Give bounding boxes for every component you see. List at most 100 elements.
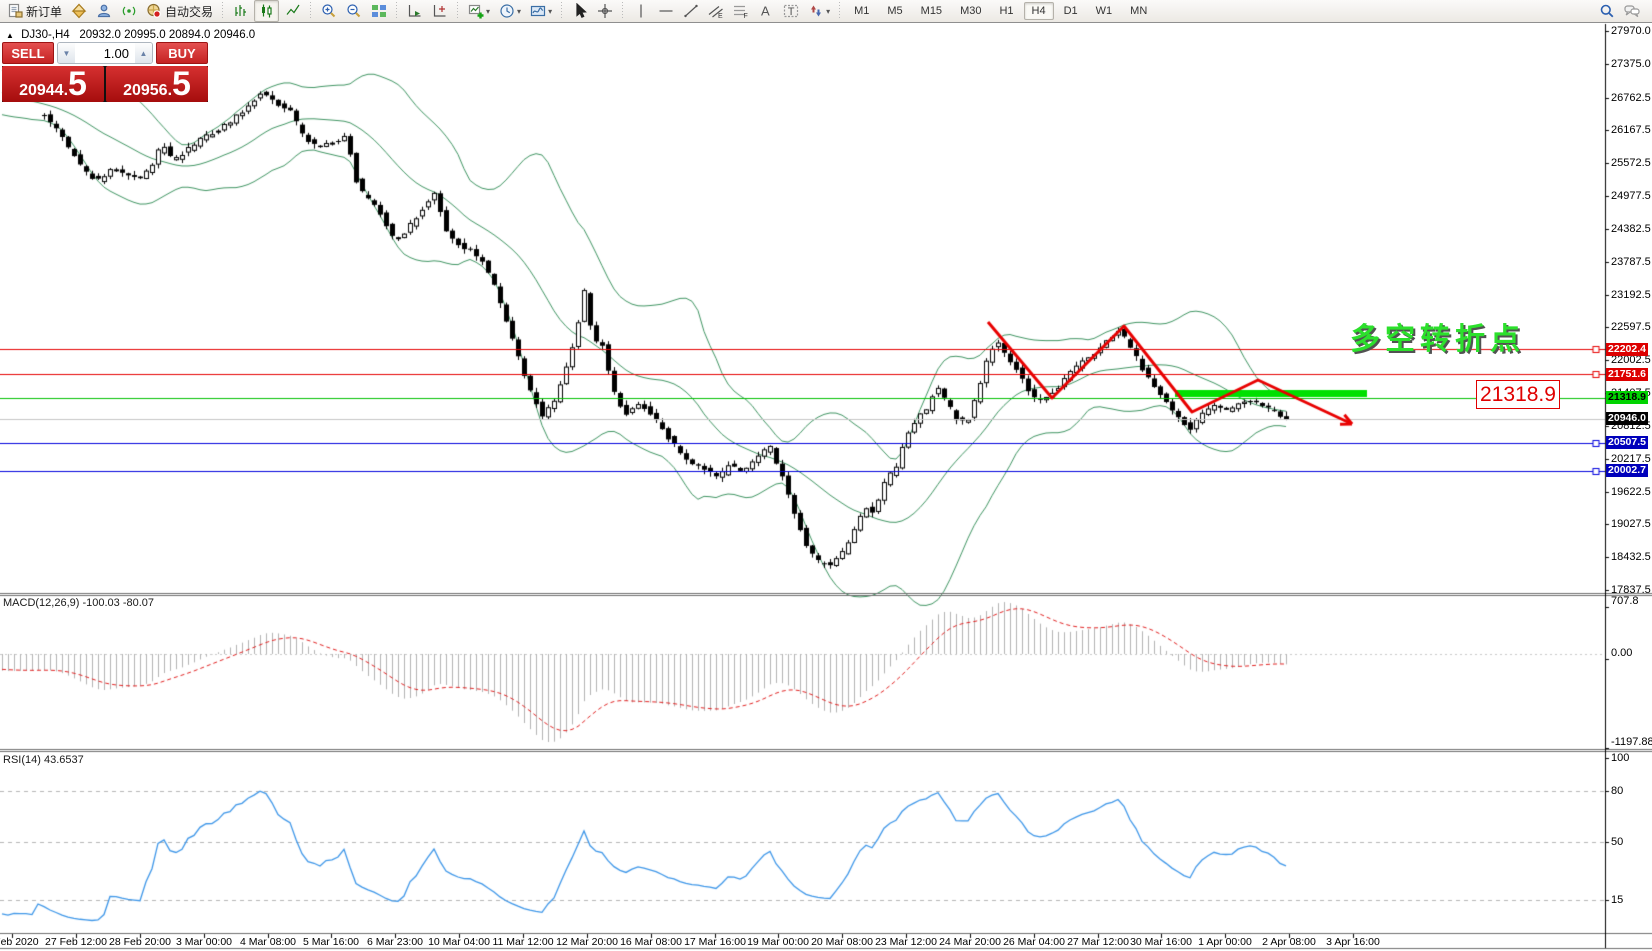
search-icon (1598, 3, 1615, 20)
timeframe-h1[interactable]: H1 (999, 5, 1014, 17)
toolbar-separator (455, 2, 461, 20)
shapes-icon (807, 3, 824, 20)
zoom-out-button[interactable] (342, 1, 365, 21)
market-watch-button[interactable] (67, 1, 90, 21)
timeframe-bar: M1 M5 M15 M30 H1 H4 D1 W1 MN (845, 2, 1156, 20)
text-icon: A (757, 3, 774, 20)
zoom-in-button[interactable] (317, 1, 340, 21)
dropdown-arrow-icon[interactable]: ▾ (486, 6, 491, 16)
toolbar-separator (837, 2, 843, 20)
volume-spinner: ▼ 1.00 ▲ (57, 42, 153, 64)
sell-button[interactable]: SELL (2, 42, 54, 64)
buy-button[interactable]: BUY (156, 42, 208, 64)
timeframe-w1[interactable]: W1 (1095, 5, 1113, 17)
sell-price-main: 20944 (19, 82, 64, 99)
zoom-out-icon (345, 3, 362, 20)
signal-icon (120, 3, 137, 20)
search-button[interactable] (1595, 1, 1618, 21)
arrows-button[interactable]: ▾ (804, 1, 833, 21)
new-order-icon (6, 3, 23, 20)
periods-button[interactable]: ▾ (495, 1, 524, 21)
timeframe-h4[interactable]: H4 (1023, 2, 1054, 20)
toolbar-separator (394, 2, 400, 20)
timeframe-m1[interactable]: M1 (854, 5, 870, 17)
auto-scroll-icon (406, 3, 423, 20)
symbol-triangle-icon: ▲ (6, 31, 14, 40)
timeframe-d1[interactable]: D1 (1063, 5, 1078, 17)
candlestick-chart-button[interactable] (254, 0, 280, 22)
crosshair-button[interactable] (593, 1, 616, 21)
new-chart-icon (467, 3, 484, 20)
zoom-in-icon (320, 3, 337, 20)
chart-ohlc-values: 20932.0 20995.0 20894.0 20946.0 (79, 29, 256, 41)
sell-price-dot: . (63, 82, 69, 99)
signal-button[interactable] (117, 1, 140, 21)
chart-symbol: DJ30-,H4 (21, 29, 70, 41)
dropdown-arrow-icon[interactable]: ▾ (548, 6, 553, 16)
bar-chart-button[interactable] (229, 1, 252, 21)
toolbar-right (1594, 1, 1644, 21)
svg-text:F: F (743, 13, 747, 19)
chart-shift-button[interactable] (428, 1, 451, 21)
volume-input[interactable]: 1.00 (103, 45, 129, 61)
sell-price-frac: 5 (68, 65, 87, 103)
svg-text:T: T (787, 6, 794, 18)
price-divider (104, 66, 106, 102)
toolbar-separator (620, 2, 626, 20)
new-order-button-label: 新订单 (26, 4, 63, 19)
horizontal-line-icon (657, 3, 674, 20)
vertical-line-icon (632, 3, 649, 20)
auto-trading-button[interactable]: 自动交易 (142, 1, 216, 21)
profiles-button[interactable] (92, 1, 115, 21)
cursor-icon (571, 3, 588, 20)
timeframe-mn[interactable]: MN (1130, 5, 1148, 17)
toolbar-separator (308, 2, 314, 20)
chat-icon (1623, 3, 1640, 20)
market-watch-icon (70, 3, 87, 20)
channel-icon: E (707, 3, 724, 20)
timeframe-m30[interactable]: M30 (960, 5, 982, 17)
trendline-button[interactable] (679, 1, 702, 21)
equidistant-channel-button[interactable]: E (704, 1, 727, 21)
text-label-button[interactable]: T (779, 1, 802, 21)
chart-header: ▲ DJ30-,H4 20932.0 20995.0 20894.0 20946… (6, 29, 255, 41)
vertical-line-button[interactable] (629, 1, 652, 21)
dropdown-arrow-icon[interactable]: ▾ (517, 6, 522, 16)
candle-chart-icon (258, 3, 275, 20)
auto-trading-icon (145, 3, 162, 20)
dropdown-arrow-icon[interactable]: ▾ (826, 6, 831, 16)
tile-windows-button[interactable] (367, 1, 390, 21)
sell-price[interactable]: 20944 . 5 (2, 66, 104, 102)
one-click-trading-panel: SELL ▼ 1.00 ▲ BUY 20944 . 5 20956 . 5 (2, 42, 208, 102)
chat-button[interactable] (1620, 1, 1643, 21)
text-label-icon: T (782, 3, 799, 20)
fibonacci-button[interactable]: F (729, 1, 752, 21)
buy-price-main: 20956 (123, 82, 168, 99)
toolbar-items: 新订单 自动交易 ▾ ▾ ▾ E F A T ▾ (2, 0, 845, 22)
chart-profile-icon (529, 3, 546, 20)
horizontal-line-button[interactable] (654, 1, 677, 21)
price-callout-label: 21318.9 (1476, 380, 1560, 409)
auto-scroll-button[interactable] (403, 1, 426, 21)
toolbar-separator (220, 2, 226, 20)
volume-increase-button[interactable]: ▲ (135, 43, 152, 63)
fibonacci-icon: F (732, 3, 749, 20)
timeframe-m15[interactable]: M15 (920, 5, 943, 17)
bar-chart-icon (232, 3, 249, 20)
line-chart-icon (284, 3, 301, 20)
toolbar-separator (559, 2, 565, 20)
line-chart-button[interactable] (281, 1, 304, 21)
volume-decrease-button[interactable]: ▼ (58, 43, 75, 63)
cursor-button[interactable] (568, 1, 591, 21)
text-button[interactable]: A (754, 1, 777, 21)
profiles-icon (95, 3, 112, 20)
new-chart-button[interactable]: ▾ (464, 1, 493, 21)
timeframe-m5[interactable]: M5 (887, 5, 903, 17)
chart-profile-button[interactable]: ▾ (526, 1, 555, 21)
buy-price[interactable]: 20956 . 5 (106, 66, 208, 102)
auto-trading-button-label: 自动交易 (165, 4, 214, 19)
tile-windows-icon (370, 3, 387, 20)
new-order-button[interactable]: 新订单 (3, 1, 65, 21)
